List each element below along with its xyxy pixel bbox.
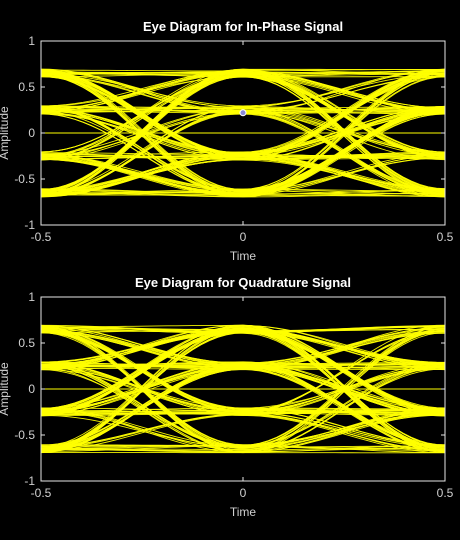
y-tick-label: -0.5 (14, 428, 35, 442)
y-tick-label: 0.5 (18, 336, 35, 350)
in-phase-title: Eye Diagram for In-Phase Signal (143, 19, 343, 34)
in-phase-xlabel: Time (230, 249, 257, 263)
x-tick-label: 0.5 (437, 486, 454, 500)
in-phase-ylabel: Amplitude (0, 106, 11, 160)
y-tick-label: 0 (28, 126, 35, 140)
y-tick-label: 0 (28, 382, 35, 396)
x-tick-label: -0.5 (31, 230, 52, 244)
quadrature-title: Eye Diagram for Quadrature Signal (135, 275, 351, 290)
data-cursor-marker[interactable] (240, 110, 246, 116)
y-tick-label: 1 (28, 34, 35, 48)
y-tick-label: -1 (24, 218, 35, 232)
y-tick-label: -0.5 (14, 172, 35, 186)
y-tick-label: 1 (28, 290, 35, 304)
y-tick-label: -1 (24, 474, 35, 488)
quadrature-ylabel: Amplitude (0, 362, 11, 416)
x-tick-label: 0 (240, 486, 247, 500)
x-tick-label: 0 (240, 230, 247, 244)
y-tick-label: 0.5 (18, 80, 35, 94)
x-tick-label: 0.5 (437, 230, 454, 244)
x-tick-label: -0.5 (31, 486, 52, 500)
quadrature-xlabel: Time (230, 505, 257, 519)
